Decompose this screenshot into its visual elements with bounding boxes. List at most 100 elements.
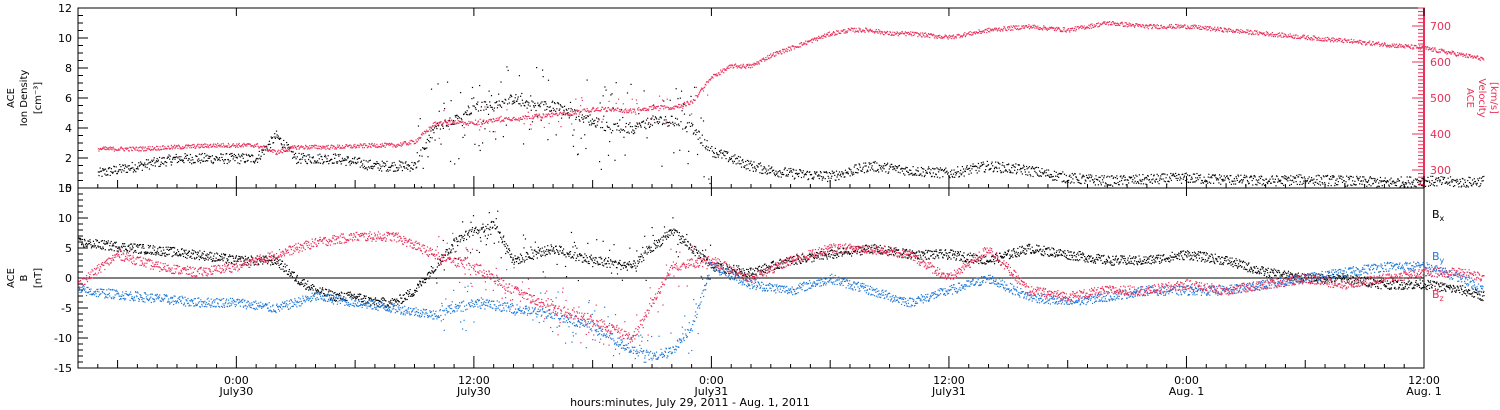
velocity-point bbox=[988, 27, 990, 29]
density-point bbox=[618, 129, 620, 132]
velocity-point bbox=[154, 147, 156, 149]
velocity-point bbox=[1475, 57, 1477, 59]
density-point bbox=[733, 160, 735, 163]
density-point bbox=[593, 120, 595, 122]
velocity-point bbox=[922, 32, 924, 34]
density-point bbox=[418, 160, 420, 162]
density-point bbox=[202, 160, 205, 162]
density-point bbox=[1394, 181, 1396, 183]
field-point-bx bbox=[85, 245, 87, 247]
velocity-point bbox=[992, 30, 994, 32]
density-point bbox=[1199, 174, 1202, 176]
density-point bbox=[1389, 182, 1392, 185]
velocity-point bbox=[249, 144, 252, 146]
density-point bbox=[805, 174, 807, 176]
velocity-point bbox=[1454, 52, 1456, 54]
velocity-point bbox=[676, 105, 678, 107]
density-point bbox=[513, 100, 515, 102]
density-point bbox=[558, 109, 560, 112]
velocity-point bbox=[164, 146, 166, 148]
velocity-point bbox=[590, 111, 592, 113]
density-point bbox=[1123, 174, 1125, 177]
density-point bbox=[1334, 182, 1336, 184]
density-point bbox=[486, 104, 488, 106]
velocity-point bbox=[487, 120, 490, 122]
velocity-point bbox=[1388, 44, 1390, 47]
density-point bbox=[1238, 181, 1240, 184]
velocity-point bbox=[413, 140, 415, 143]
density-point bbox=[1307, 178, 1309, 180]
density-point bbox=[1368, 183, 1370, 186]
density-point bbox=[1069, 174, 1071, 176]
density-point bbox=[203, 157, 205, 159]
density-point bbox=[364, 168, 366, 170]
velocity-point bbox=[1399, 44, 1401, 46]
density-point bbox=[1281, 182, 1284, 185]
density-point bbox=[1103, 177, 1105, 179]
density-point bbox=[885, 171, 887, 173]
density-point bbox=[548, 106, 550, 108]
density-point bbox=[516, 100, 518, 102]
velocity-point bbox=[1351, 41, 1353, 43]
density-point bbox=[790, 170, 792, 172]
density-point bbox=[924, 174, 926, 176]
velocity-point bbox=[1151, 27, 1153, 30]
velocity-point bbox=[193, 145, 196, 147]
velocity-point bbox=[1441, 48, 1443, 50]
density-point bbox=[1403, 183, 1405, 185]
density-point bbox=[647, 117, 649, 119]
density-point bbox=[408, 164, 411, 167]
velocity-point bbox=[1124, 22, 1126, 24]
velocity-point bbox=[715, 73, 718, 75]
velocity-point bbox=[363, 147, 366, 149]
density-point bbox=[1341, 181, 1344, 184]
density-point bbox=[1020, 171, 1022, 173]
velocity-point bbox=[835, 33, 837, 36]
velocity-point bbox=[1094, 25, 1097, 27]
field-point-bx bbox=[78, 238, 81, 240]
velocity-point bbox=[458, 122, 460, 124]
density-point bbox=[354, 161, 357, 164]
velocity-point bbox=[1044, 28, 1046, 30]
velocity-point bbox=[1170, 25, 1172, 28]
velocity-point bbox=[1189, 27, 1192, 29]
density-point bbox=[362, 163, 364, 165]
density-point bbox=[232, 158, 234, 160]
density-point bbox=[811, 177, 813, 180]
density-point bbox=[1237, 175, 1240, 177]
velocity-point bbox=[743, 65, 745, 67]
velocity-point bbox=[1278, 32, 1281, 34]
velocity-point bbox=[1438, 48, 1440, 51]
density-point bbox=[1212, 182, 1215, 184]
density-point bbox=[1067, 181, 1069, 183]
velocity-point bbox=[626, 111, 629, 113]
velocity-point bbox=[470, 111, 472, 114]
density-point bbox=[821, 179, 823, 181]
density-point bbox=[219, 159, 221, 162]
velocity-point bbox=[389, 143, 392, 146]
velocity-point bbox=[834, 34, 836, 36]
velocity-point bbox=[717, 74, 719, 76]
velocity-point bbox=[1117, 23, 1120, 25]
velocity-point bbox=[980, 30, 982, 33]
velocity-point bbox=[388, 144, 390, 146]
velocity-point bbox=[678, 107, 680, 109]
density-point bbox=[1184, 173, 1186, 175]
velocity-point bbox=[540, 119, 542, 121]
density-point bbox=[105, 174, 107, 176]
velocity-point bbox=[349, 144, 351, 146]
density-point bbox=[1223, 180, 1225, 182]
velocity-point bbox=[859, 28, 861, 30]
velocity-point bbox=[592, 106, 594, 109]
velocity-point bbox=[875, 30, 877, 32]
density-point bbox=[917, 167, 919, 169]
velocity-point bbox=[237, 146, 239, 149]
density-point bbox=[691, 125, 693, 127]
density-point bbox=[1195, 177, 1197, 179]
density-point bbox=[1115, 177, 1117, 179]
density-point bbox=[377, 167, 379, 169]
density-point bbox=[438, 110, 440, 112]
density-point bbox=[1174, 172, 1177, 175]
velocity-point bbox=[673, 108, 676, 110]
